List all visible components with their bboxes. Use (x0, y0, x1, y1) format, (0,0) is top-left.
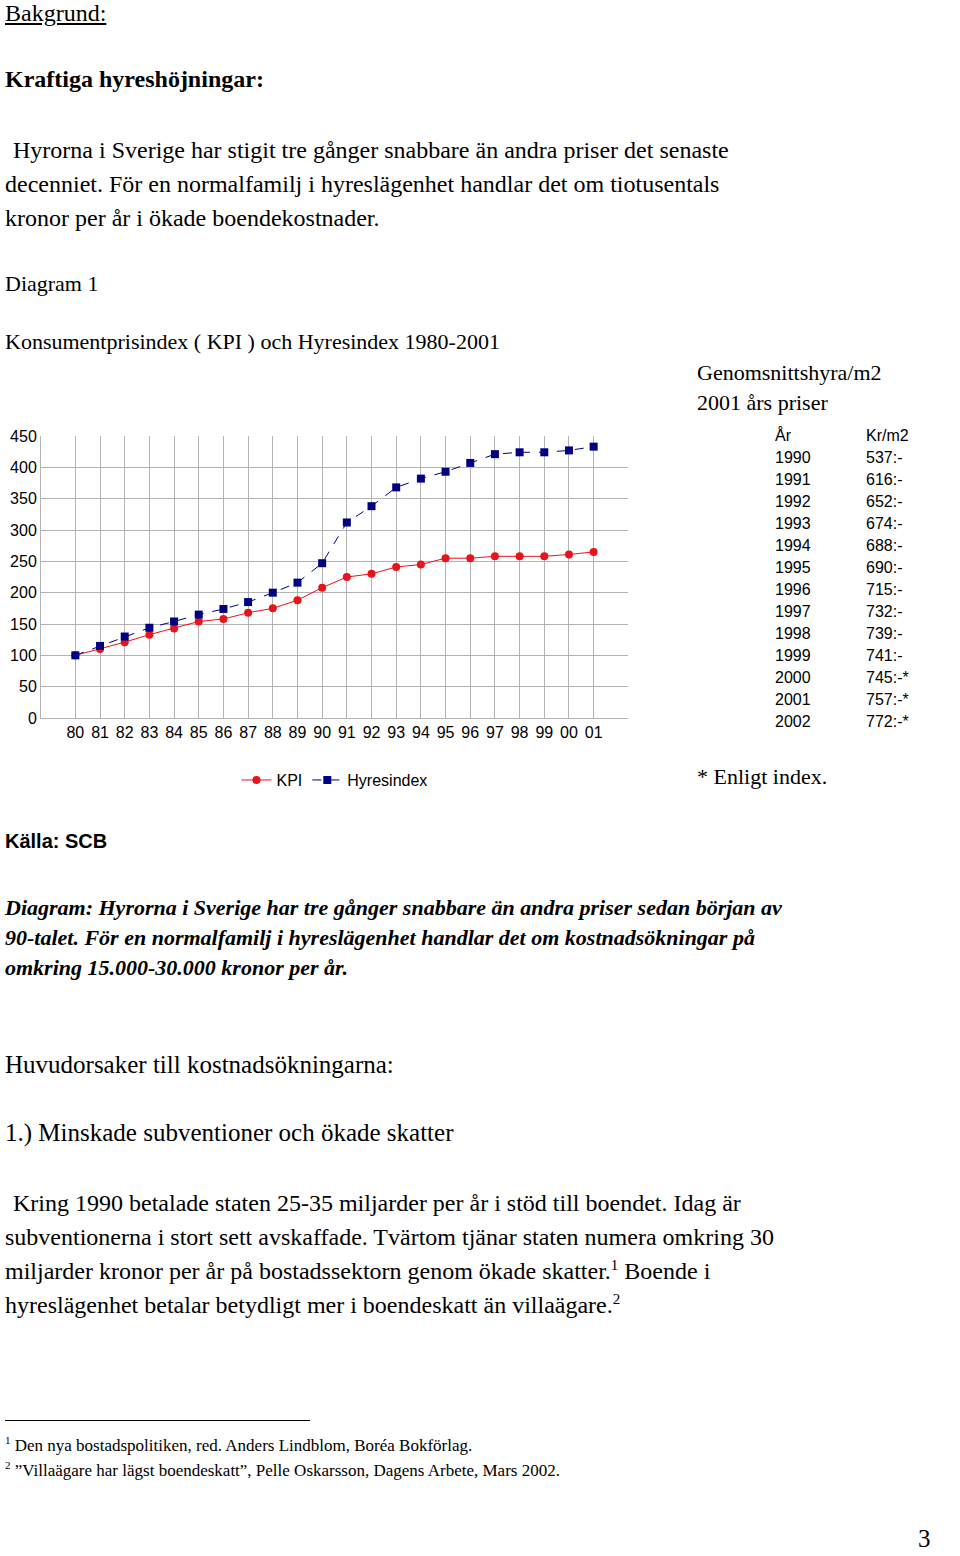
svg-text:90: 90 (313, 724, 331, 741)
svg-text:84: 84 (165, 724, 183, 741)
svg-text:86: 86 (215, 724, 233, 741)
html-text:2001: 2001 (775, 691, 811, 708)
html-text:1996: 1996 (775, 581, 811, 598)
html-text:739:-: 739:- (866, 625, 903, 642)
svg-text:92: 92 (363, 724, 381, 741)
html-text:1.) Minskade subventioner och: 1.) Minskade subventioner och ökade skat… (5, 1119, 454, 1146)
html-text:732:-: 732:- (866, 603, 903, 620)
svg-text:98: 98 (511, 724, 529, 741)
html-text:Kring 1990 betalade staten 25-: Kring 1990 betalade staten 25-35 miljard… (13, 1190, 741, 1216)
svg-text:01: 01 (585, 724, 603, 741)
html-text:Huvudorsaker till kostnadsökni: Huvudorsaker till kostnadsökningarna: (5, 1051, 394, 1078)
html-text:1991: 1991 (775, 471, 811, 488)
html-text:2002: 2002 (775, 713, 811, 730)
svg-text:350: 350 (10, 490, 37, 507)
html-text:subventionerna i stort sett av: subventionerna i stort sett avskaffade. … (5, 1224, 774, 1250)
svg-text:250: 250 (10, 553, 37, 570)
html-text:1995: 1995 (775, 559, 811, 576)
svg-text:80: 80 (66, 724, 84, 741)
html-text:745:-*: 745:-* (866, 669, 909, 686)
html-text:537:-: 537:- (866, 449, 903, 466)
html-text:757:-*: 757:-* (866, 691, 909, 708)
html-text:Diagram 1: Diagram 1 (5, 271, 99, 296)
html-text:2”Villaägare har lägst boendes: 2”Villaägare har lägst boendeskatt”, Pel… (5, 1459, 560, 1480)
html-text:decenniet. För en normalfamilj: decenniet. För en normalfamilj i hyreslä… (5, 171, 720, 197)
html-text:90-talet. För en normalfamilj: 90-talet. För en normalfamilj i hyresläg… (5, 925, 755, 950)
svg-text:150: 150 (10, 616, 37, 633)
html-text:kronor per år i ökade boendeko: kronor per år i ökade boendekostnader. (5, 205, 380, 231)
svg-text:82: 82 (116, 724, 134, 741)
html-text:652:-: 652:- (866, 493, 903, 510)
svg-text:300: 300 (10, 522, 37, 539)
svg-text:87: 87 (239, 724, 257, 741)
html-text:Kr/m2: Kr/m2 (866, 427, 909, 444)
html-text:1998: 1998 (775, 625, 811, 642)
html-text:1992: 1992 (775, 493, 811, 510)
html-text:1997: 1997 (775, 603, 811, 620)
html-text:Källa: SCB: Källa: SCB (5, 830, 108, 852)
html-text:Konsumentprisindex ( KPI ) och: Konsumentprisindex ( KPI ) och Hyresinde… (5, 329, 500, 354)
html-text:690:-: 690:- (866, 559, 903, 576)
html-text:688:-: 688:- (866, 537, 903, 554)
html-text:772:-*: 772:-* (866, 713, 909, 730)
html-text:1990: 1990 (775, 449, 811, 466)
svg-text:89: 89 (289, 724, 307, 741)
svg-text:100: 100 (10, 647, 37, 664)
html-text:Bakgrund:: Bakgrund: (5, 0, 107, 26)
svg-text:85: 85 (190, 724, 208, 741)
svg-text:88: 88 (264, 724, 282, 741)
html-text:Diagram: Hyrorna i Sverige har: Diagram: Hyrorna i Sverige har tre gånge… (5, 895, 782, 920)
html-text:Genomsnittshyra/m2: Genomsnittshyra/m2 (697, 360, 882, 385)
html-text:2000: 2000 (775, 669, 811, 686)
svg-text:97: 97 (486, 724, 504, 741)
html-text:1994: 1994 (775, 537, 811, 554)
html-text:674:-: 674:- (866, 515, 903, 532)
html-text:3: 3 (918, 1525, 931, 1552)
html-text:omkring 15.000-30.000 kronor p: omkring 15.000-30.000 kronor per år. (5, 955, 348, 980)
html-text:741:-: 741:- (866, 647, 903, 664)
html-text:1Den nya bostadspolitiken, red: 1Den nya bostadspolitiken, red. Anders L… (5, 1434, 473, 1455)
html-text:616:-: 616:- (866, 471, 903, 488)
html-text:715:-: 715:- (866, 581, 903, 598)
svg-text:81: 81 (91, 724, 109, 741)
html-text:* Enligt index.: * Enligt index. (697, 764, 828, 789)
svg-text:99: 99 (535, 724, 553, 741)
svg-text:96: 96 (461, 724, 479, 741)
svg-text:400: 400 (10, 459, 37, 476)
svg-text:50: 50 (19, 678, 37, 695)
svg-text:95: 95 (437, 724, 455, 741)
html-text:Hyrorna i Sverige har stigit t: Hyrorna i Sverige har stigit tre gånger … (13, 137, 729, 163)
svg-text:00: 00 (560, 724, 578, 741)
svg-text:KPI: KPI (277, 772, 303, 789)
svg-text:450: 450 (10, 428, 37, 445)
html-text:År: År (775, 427, 791, 444)
html-text:1993: 1993 (775, 515, 811, 532)
html-text:miljarder kronor per år på bos: miljarder kronor per år på bostadssektor… (5, 1257, 711, 1284)
svg-text:200: 200 (10, 584, 37, 601)
svg-text:0: 0 (28, 710, 37, 727)
svg-text:91: 91 (338, 724, 356, 741)
html-text:hyreslägenhet betalar betydlig: hyreslägenhet betalar betydligt mer i bo… (5, 1291, 621, 1318)
svg-text:Hyresindex: Hyresindex (347, 772, 427, 789)
html-text:Kraftiga hyreshöjningar:: Kraftiga hyreshöjningar: (5, 66, 264, 92)
svg-text:93: 93 (387, 724, 405, 741)
svg-text:83: 83 (140, 724, 158, 741)
html-text:1999: 1999 (775, 647, 811, 664)
html-text:2001 års priser: 2001 års priser (697, 390, 828, 415)
svg-text:94: 94 (412, 724, 430, 741)
